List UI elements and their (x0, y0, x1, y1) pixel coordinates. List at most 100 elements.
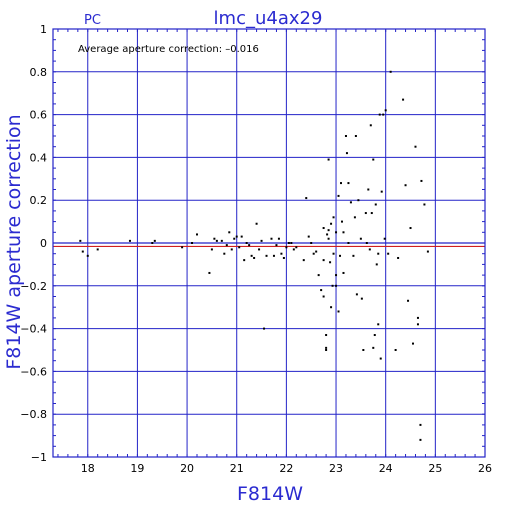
data-point (426, 250, 429, 253)
data-point (275, 244, 278, 247)
x-axis-title: F814W (237, 483, 303, 505)
data-point (228, 231, 231, 234)
data-point (337, 310, 340, 313)
y-tick-label: 0.8 (30, 66, 48, 79)
data-point (402, 98, 405, 101)
data-point (81, 250, 84, 253)
data-point (312, 252, 315, 255)
data-point (225, 244, 228, 247)
data-point (151, 242, 154, 244)
data-point (191, 242, 194, 244)
data-point (362, 349, 365, 351)
data-point (347, 242, 350, 244)
data-point (397, 256, 400, 259)
data-point (230, 248, 233, 251)
data-point (96, 248, 99, 251)
data-point (79, 239, 82, 242)
data-point (339, 254, 342, 257)
data-point (389, 70, 392, 73)
data-point (367, 188, 370, 191)
data-point (368, 248, 371, 251)
data-point (375, 263, 378, 266)
data-point (86, 254, 89, 257)
data-point (260, 239, 263, 242)
data-point (378, 113, 381, 116)
data-point (407, 299, 410, 302)
y-tick-label: −0.8 (20, 408, 47, 421)
data-point (272, 254, 275, 257)
data-point (238, 246, 241, 249)
y-tick-labels: 1 0.8 0.6 0.4 0.2 0 −0.2 −0.4 −0.6 −0.8 −1 (20, 23, 47, 464)
y-tick-label: −0.4 (20, 323, 47, 336)
data-point (233, 237, 236, 240)
data-point (414, 145, 417, 148)
data-point (325, 349, 328, 351)
data-point (409, 227, 412, 230)
data-point (292, 248, 295, 251)
data-point (270, 237, 273, 240)
data-point (404, 184, 407, 187)
data-point (153, 239, 156, 242)
data-point (330, 222, 333, 225)
data-point (258, 248, 261, 251)
plot-frame (52, 28, 486, 458)
x-tick-label: 18 (81, 462, 95, 475)
data-point (416, 316, 419, 319)
data-point (360, 297, 363, 300)
data-point (349, 201, 352, 204)
data-point (255, 222, 258, 225)
data-point (372, 158, 375, 161)
y-tick-label: 0.4 (30, 151, 48, 164)
x-tick-labels: 18 19 20 21 22 23 24 25 26 (81, 462, 492, 475)
data-point (317, 274, 320, 277)
average-annotation: Average aperture correction: –0.016 (78, 44, 259, 55)
data-point (245, 242, 248, 244)
data-point (331, 284, 334, 287)
data-point (335, 284, 338, 287)
data-point (327, 158, 330, 161)
chart-title: lmc_u4ax29 (214, 8, 323, 29)
y-tick-label: 1 (40, 23, 47, 36)
data-point (310, 242, 313, 244)
data-point (372, 346, 375, 349)
data-point (215, 239, 218, 242)
data-point (213, 237, 216, 240)
data-point (374, 203, 377, 206)
x-tick-label: 24 (379, 462, 393, 475)
data-point (280, 252, 283, 255)
data-point (325, 346, 328, 349)
data-point (128, 239, 131, 242)
data-point (355, 293, 358, 296)
y-axis-title: F814W aperture correction (3, 114, 25, 369)
x-tick-label: 26 (478, 462, 492, 475)
data-point (416, 323, 419, 326)
y-tick-label: 0 (40, 237, 47, 250)
data-point (352, 254, 355, 257)
x-tick-label: 19 (130, 462, 144, 475)
data-point (353, 216, 356, 219)
data-point (235, 235, 238, 238)
data-point (322, 227, 325, 230)
data-point (335, 274, 338, 277)
data-point (357, 199, 360, 202)
x-tick-label: 21 (230, 462, 244, 475)
data-points (79, 70, 429, 441)
x-tick-label: 23 (329, 462, 343, 475)
x-tick-label: 20 (180, 462, 194, 475)
data-point (412, 342, 414, 345)
data-point (327, 229, 330, 232)
data-point (383, 237, 386, 240)
data-point (340, 182, 342, 185)
data-point (379, 357, 382, 360)
data-point (243, 259, 246, 262)
data-point (373, 334, 376, 337)
data-point (253, 256, 256, 259)
data-point (342, 271, 345, 274)
data-point (315, 250, 318, 253)
data-point (285, 246, 288, 249)
y-tick-label: 0.6 (30, 109, 48, 122)
data-point (380, 190, 383, 193)
data-point (354, 135, 357, 137)
data-point (419, 438, 422, 441)
